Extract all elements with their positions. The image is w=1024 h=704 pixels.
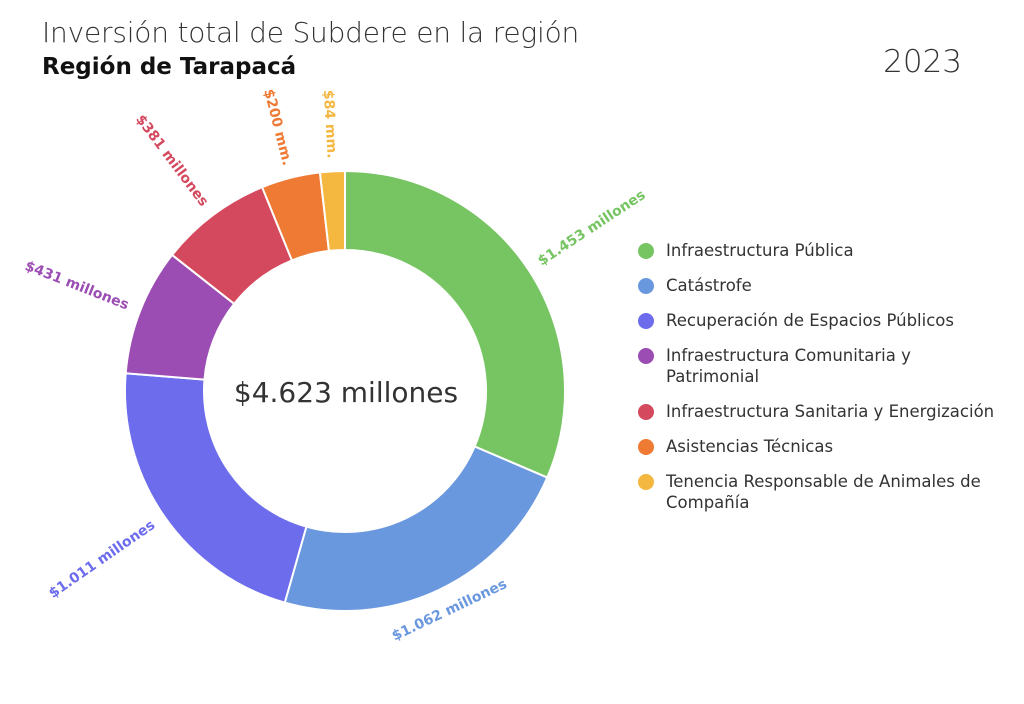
- legend-item: Infraestructura Sanitaria y Energización: [638, 401, 1008, 422]
- legend-swatch: [638, 474, 654, 490]
- legend-swatch: [638, 313, 654, 329]
- donut-slices: [124, 169, 566, 612]
- year-label: 2023: [883, 44, 962, 80]
- legend-item: Infraestructura Pública: [638, 240, 1008, 261]
- legend-label: Tenencia Responsable de Animales de Comp…: [666, 472, 981, 512]
- donut-center-label: $4.623 millones: [234, 376, 458, 409]
- legend-swatch: [638, 243, 654, 259]
- donut-slice: [283, 445, 549, 612]
- legend-swatch: [638, 348, 654, 364]
- slice-value-label: $381 millones: [132, 112, 211, 210]
- donut-slice: [318, 169, 346, 253]
- legend-swatch: [638, 404, 654, 420]
- legend-label: Catástrofe: [666, 276, 752, 295]
- legend-item: Infraestructura Comunitaria y Patrimonia…: [638, 345, 1008, 387]
- legend-label: Asistencias Técnicas: [666, 437, 834, 456]
- donut-slice: [344, 169, 566, 479]
- chart-title: Inversión total de Subdere en la región: [42, 16, 580, 49]
- legend: Infraestructura Pública Catástrofe Recuper…: [638, 240, 1008, 527]
- legend-item: Asistencias Técnicas: [638, 436, 1008, 457]
- legend-item: Tenencia Responsable de Animales de Comp…: [638, 471, 1008, 513]
- legend-label: Infraestructura Comunitaria y Patrimonia…: [666, 346, 911, 386]
- legend-label: Infraestructura Pública: [666, 241, 854, 260]
- slice-value-label: $1.011 millones: [46, 517, 158, 602]
- legend-label: Recuperación de Espacios Públicos: [666, 311, 954, 330]
- slice-value-label: $1.453 millones: [535, 187, 648, 269]
- chart-subtitle: Región de Tarapacá: [42, 54, 297, 80]
- slice-value-label: $84 mm.: [320, 89, 340, 158]
- legend-label: Infraestructura Sanitaria y Energización: [666, 402, 995, 421]
- legend-swatch: [638, 439, 654, 455]
- legend-item: Catástrofe: [638, 275, 1008, 296]
- slice-value-label: $200 mm.: [260, 87, 295, 167]
- slice-value-label: $431 millones: [23, 258, 131, 313]
- legend-item: Recuperación de Espacios Públicos: [638, 310, 1008, 331]
- legend-swatch: [638, 278, 654, 294]
- donut-slice: [124, 372, 308, 604]
